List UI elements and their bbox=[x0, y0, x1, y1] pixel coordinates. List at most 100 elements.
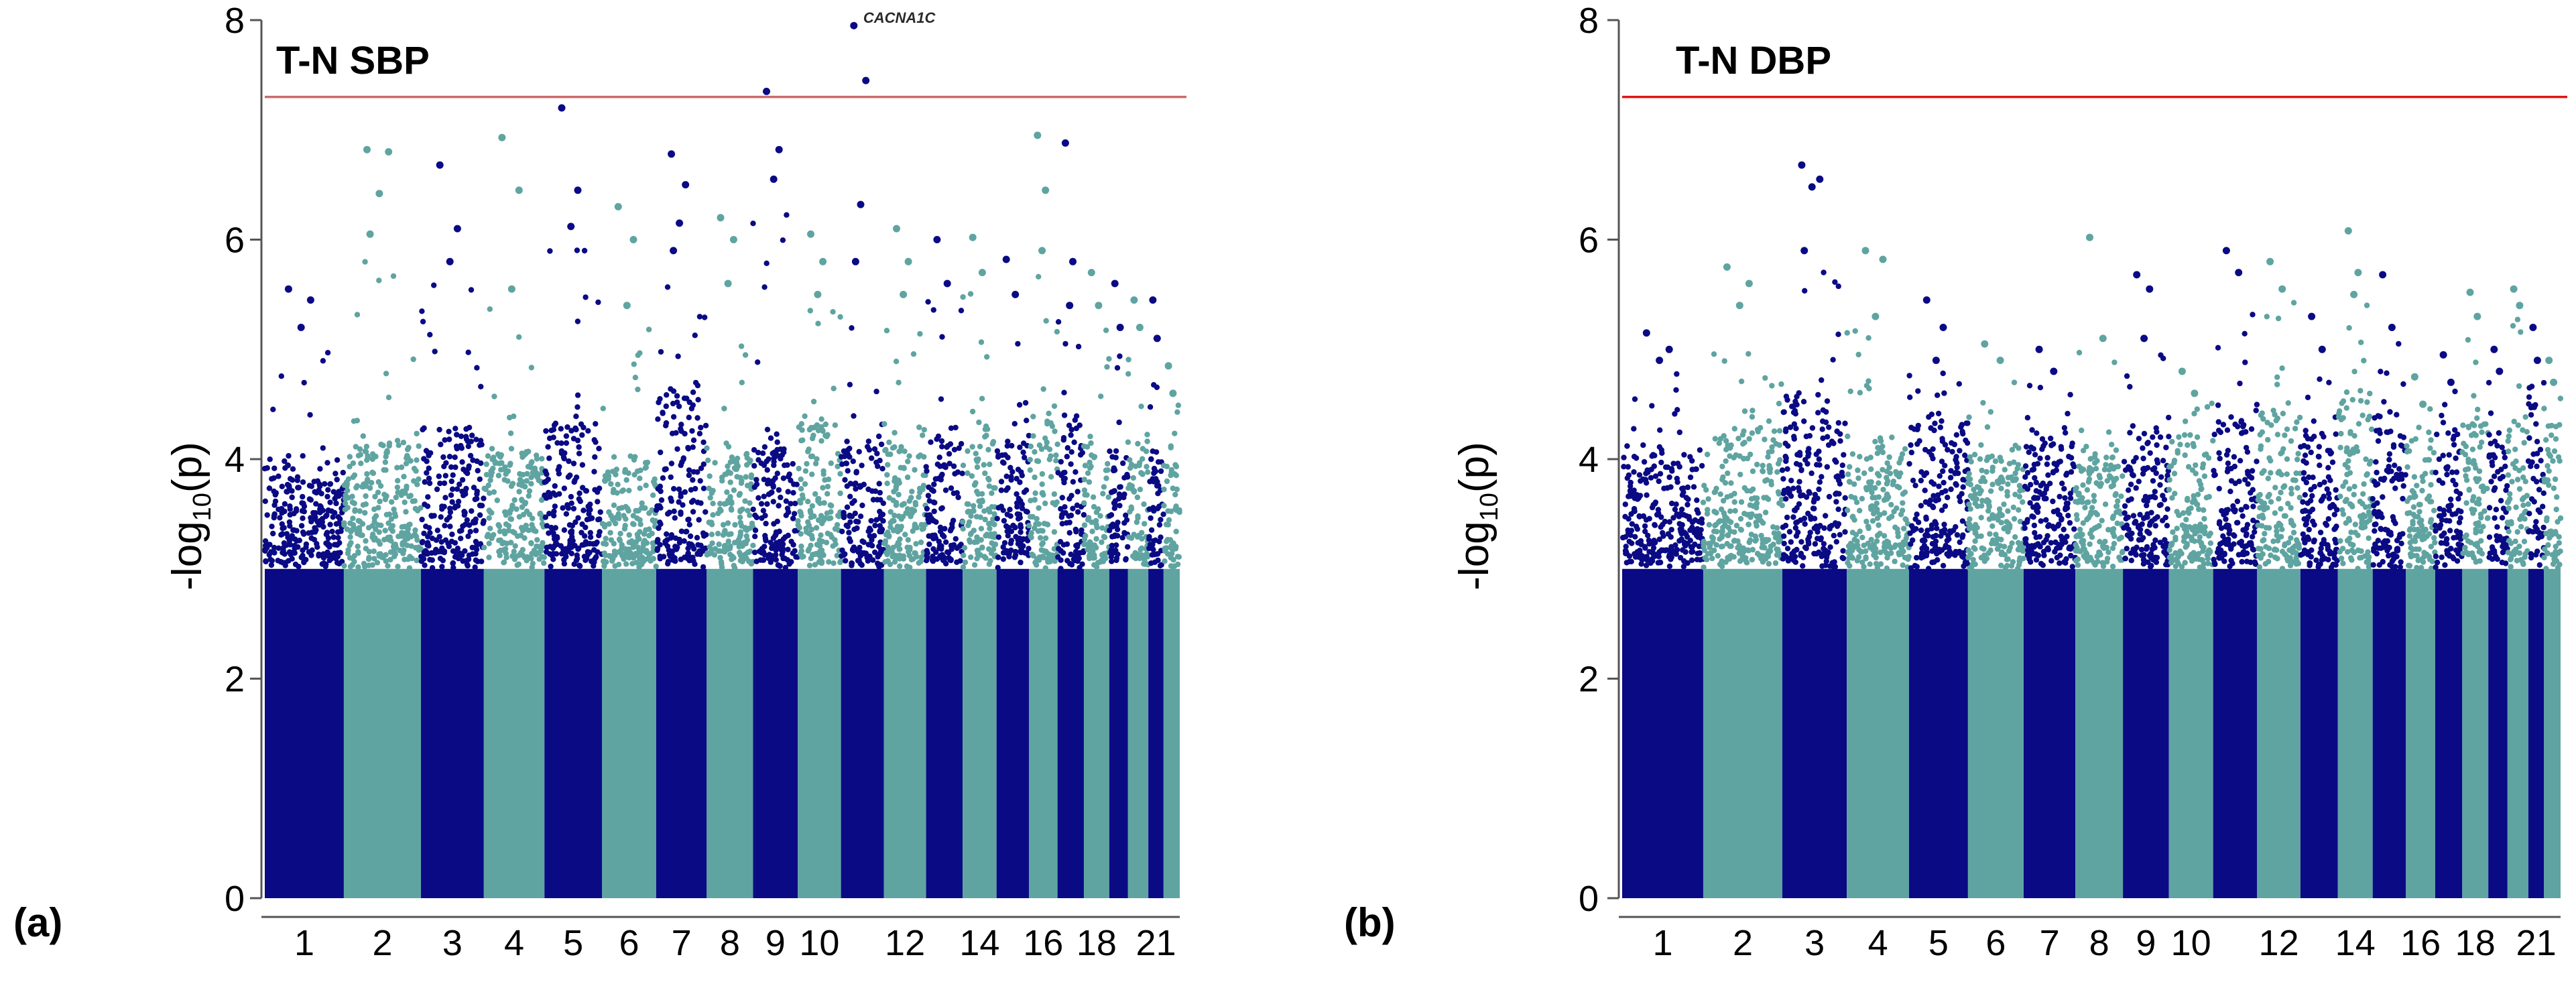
snp-point bbox=[1771, 428, 1778, 434]
snp-point bbox=[692, 561, 698, 567]
snp-point bbox=[1142, 552, 1148, 558]
snp-point bbox=[627, 550, 633, 556]
snp-point bbox=[1884, 565, 1890, 571]
snp-point bbox=[436, 473, 442, 479]
snp-point bbox=[1954, 532, 1961, 538]
snp-point bbox=[551, 422, 558, 428]
snp-point bbox=[818, 424, 824, 430]
snp-point bbox=[1631, 454, 1638, 460]
snp-point bbox=[712, 546, 719, 552]
snp-point bbox=[271, 465, 278, 471]
snp-point bbox=[1945, 553, 1952, 559]
snp-point bbox=[1900, 562, 1906, 568]
snp-point bbox=[574, 552, 580, 558]
snp-point bbox=[1651, 463, 1657, 469]
snp-point bbox=[2023, 536, 2029, 542]
snp-point bbox=[849, 500, 855, 506]
snp-point bbox=[568, 428, 574, 434]
top-snp-point bbox=[1723, 263, 1731, 271]
snp-point bbox=[1705, 496, 1711, 502]
snp-point bbox=[2065, 513, 2071, 519]
snp-point bbox=[418, 546, 424, 552]
snp-point bbox=[1168, 443, 1174, 449]
snp-point bbox=[450, 564, 456, 571]
snp-point bbox=[341, 562, 347, 569]
snp-point bbox=[1642, 528, 1648, 535]
snp-point bbox=[489, 446, 495, 452]
snp-point bbox=[1914, 441, 1920, 447]
snp-point bbox=[1046, 410, 1052, 416]
snp-point bbox=[511, 497, 517, 503]
chromosome-1-points bbox=[261, 285, 347, 898]
snp-point bbox=[454, 432, 460, 438]
top-snp-point bbox=[850, 21, 858, 29]
snp-point bbox=[1908, 541, 1914, 547]
snp-point bbox=[558, 450, 565, 456]
snp-point bbox=[807, 308, 814, 314]
snp-point bbox=[982, 516, 988, 523]
snp-point bbox=[1051, 558, 1058, 564]
snp-point bbox=[844, 438, 850, 444]
snp-point bbox=[1817, 523, 1823, 529]
snp-point bbox=[2023, 444, 2030, 450]
snp-point bbox=[1788, 477, 1794, 484]
snp-point bbox=[986, 546, 992, 552]
snp-point bbox=[1809, 425, 1816, 431]
snp-point bbox=[1819, 377, 1825, 383]
snp-point bbox=[665, 511, 671, 517]
snp-point bbox=[896, 541, 902, 547]
snp-point bbox=[2010, 559, 2016, 565]
snp-point bbox=[1806, 446, 1812, 452]
snp-point bbox=[743, 474, 749, 480]
snp-point bbox=[477, 512, 483, 518]
snp-point bbox=[985, 446, 991, 453]
snp-point bbox=[1923, 514, 1929, 520]
snp-point bbox=[712, 460, 718, 466]
snp-point bbox=[582, 533, 588, 539]
snp-point bbox=[406, 565, 413, 571]
snp-point bbox=[747, 525, 753, 532]
snp-point bbox=[1093, 544, 1099, 551]
top-snp-point bbox=[558, 104, 566, 112]
snp-point bbox=[851, 526, 857, 532]
snp-point bbox=[986, 561, 993, 567]
snp-point bbox=[1802, 288, 1808, 294]
snp-point bbox=[839, 461, 845, 467]
snp-point bbox=[1713, 521, 1719, 528]
snp-point bbox=[962, 559, 969, 566]
snp-point bbox=[1765, 496, 1772, 502]
snp-point bbox=[957, 558, 963, 564]
snp-point bbox=[330, 514, 336, 520]
snp-point bbox=[1816, 549, 1822, 556]
snp-point bbox=[369, 451, 376, 457]
snp-point bbox=[769, 545, 775, 552]
snp-point bbox=[688, 487, 694, 493]
snp-point bbox=[1792, 525, 1799, 531]
snp-point bbox=[466, 463, 472, 469]
snp-point bbox=[1030, 552, 1036, 559]
snp-point bbox=[1140, 456, 1146, 462]
snp-point bbox=[391, 506, 397, 513]
snp-point bbox=[1884, 481, 1890, 487]
snp-point bbox=[2015, 540, 2022, 546]
y-axis-label-sub: 10 bbox=[188, 493, 217, 521]
snp-point bbox=[938, 438, 945, 444]
snp-point bbox=[1798, 539, 1804, 545]
snp-point bbox=[1880, 487, 1886, 493]
snp-point bbox=[2109, 563, 2116, 570]
snp-point bbox=[722, 542, 729, 549]
snp-point bbox=[2067, 495, 2074, 501]
snp-point bbox=[1817, 479, 1823, 485]
snp-point bbox=[596, 446, 602, 452]
snp-point bbox=[719, 475, 725, 481]
snp-point bbox=[351, 500, 357, 507]
chromosome-19-dense-band bbox=[1109, 568, 1128, 898]
chromosome-13-points bbox=[923, 236, 966, 898]
chromosome-7-points bbox=[2022, 345, 2079, 898]
snp-point bbox=[1051, 403, 1058, 410]
snp-point bbox=[1156, 521, 1163, 528]
snp-point bbox=[1965, 480, 1971, 487]
top-snp-point bbox=[668, 150, 676, 158]
snp-point bbox=[1896, 473, 1902, 480]
snp-point bbox=[414, 537, 420, 543]
